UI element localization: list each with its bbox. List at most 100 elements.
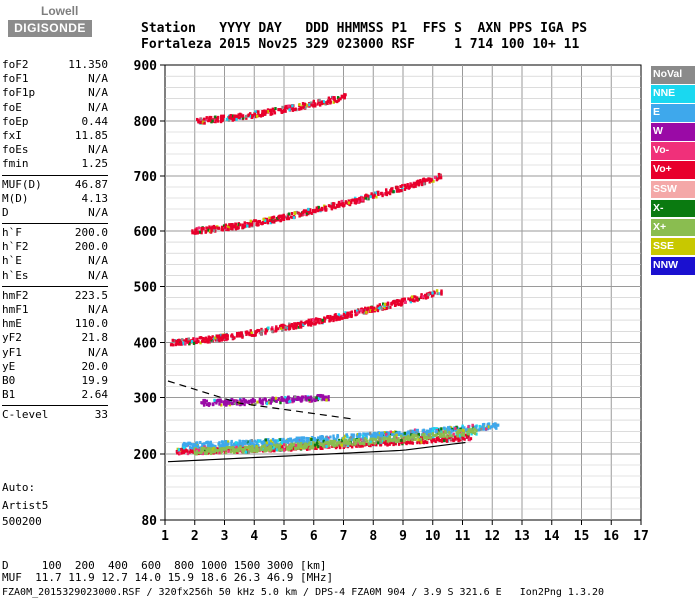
echo-point xyxy=(338,204,341,208)
echo-point xyxy=(333,313,337,317)
echo-point xyxy=(312,99,316,103)
echo-point xyxy=(422,441,425,445)
echo-point xyxy=(296,440,299,444)
echo-point xyxy=(301,102,305,106)
echo-point xyxy=(330,207,334,211)
echo-point xyxy=(212,446,216,450)
echo-point xyxy=(196,441,199,445)
echo-point xyxy=(393,303,397,307)
echo-point xyxy=(291,215,294,219)
echo-point xyxy=(467,432,470,436)
echo-point xyxy=(440,289,443,293)
echo-point xyxy=(326,315,329,319)
echo-point xyxy=(431,432,435,436)
echo-point xyxy=(267,446,271,450)
echo-point xyxy=(397,439,400,443)
echo-point xyxy=(448,431,451,435)
echo-point xyxy=(261,221,265,225)
echo-point xyxy=(436,431,440,435)
echo-point xyxy=(403,431,407,435)
echo-point xyxy=(221,118,224,122)
echo-point xyxy=(334,206,337,210)
echo-point xyxy=(455,425,458,429)
y-tick-label: 200 xyxy=(134,448,158,463)
echo-point xyxy=(411,441,414,445)
echo-point xyxy=(318,103,322,107)
echo-point xyxy=(234,114,238,118)
echo-point xyxy=(230,398,234,402)
echo-point xyxy=(367,308,370,312)
echo-point xyxy=(286,395,290,399)
param-row: hmF2 223.5 xyxy=(2,289,108,303)
echo-point xyxy=(260,401,263,405)
echo-point xyxy=(245,446,249,450)
echo-point xyxy=(353,196,357,200)
echo-point xyxy=(217,226,221,230)
param-value: N/A xyxy=(88,303,108,316)
echo-point xyxy=(317,440,321,444)
echo-point xyxy=(261,402,264,406)
echo-point xyxy=(220,440,224,444)
echo-point xyxy=(427,293,430,297)
echo-point xyxy=(346,435,349,439)
echo-point xyxy=(312,441,315,445)
echo-point xyxy=(410,435,413,439)
echo-point xyxy=(358,436,361,440)
echo-point xyxy=(385,190,388,194)
echo-point xyxy=(445,429,449,433)
echo-point xyxy=(212,229,216,233)
echo-point xyxy=(285,217,289,221)
echo-point xyxy=(412,182,416,186)
echo-point xyxy=(300,442,303,446)
echo-point xyxy=(219,120,223,124)
echo-point xyxy=(301,211,305,215)
echo-point xyxy=(347,201,351,205)
echo-point xyxy=(244,441,247,445)
echo-point xyxy=(448,434,451,438)
echo-point xyxy=(365,436,368,440)
echo-point xyxy=(272,109,275,113)
echo-point xyxy=(314,210,317,214)
echo-point xyxy=(378,432,381,436)
echo-point xyxy=(282,437,285,441)
param-row: M(D) 4.13 xyxy=(2,192,108,206)
echo-point xyxy=(235,334,239,338)
echo-point xyxy=(389,305,392,309)
echo-point xyxy=(237,446,240,450)
echo-point xyxy=(280,444,284,448)
echo-point xyxy=(355,438,359,442)
echo-point xyxy=(352,438,356,442)
echo-point xyxy=(311,318,315,322)
echo-point xyxy=(425,429,429,433)
echo-point xyxy=(320,443,323,447)
echo-point xyxy=(234,116,237,120)
echo-point xyxy=(285,440,288,444)
echo-point xyxy=(335,438,338,442)
echo-point xyxy=(198,118,201,122)
echo-point xyxy=(339,202,342,206)
echo-point xyxy=(295,210,299,214)
series-x- xyxy=(193,427,478,456)
echo-point xyxy=(186,340,190,344)
echo-point xyxy=(427,436,430,440)
echo-point xyxy=(263,442,267,446)
echo-point xyxy=(458,434,462,438)
echo-point xyxy=(266,221,270,225)
echo-point xyxy=(321,436,325,440)
echo-point xyxy=(356,311,359,315)
echo-point xyxy=(298,325,302,329)
echo-point xyxy=(367,197,370,201)
echo-point xyxy=(385,193,389,197)
echo-point xyxy=(395,433,398,437)
param-value: 4.13 xyxy=(81,191,109,205)
echo-point xyxy=(437,428,441,432)
echo-point xyxy=(220,227,223,231)
echo-point xyxy=(436,177,439,181)
legend-item-w: W xyxy=(651,123,695,141)
echo-point xyxy=(182,446,186,450)
echo-point xyxy=(487,425,491,429)
echo-point xyxy=(331,204,334,208)
echo-point xyxy=(257,444,260,448)
echo-point xyxy=(317,318,320,322)
echo-point xyxy=(417,438,420,442)
